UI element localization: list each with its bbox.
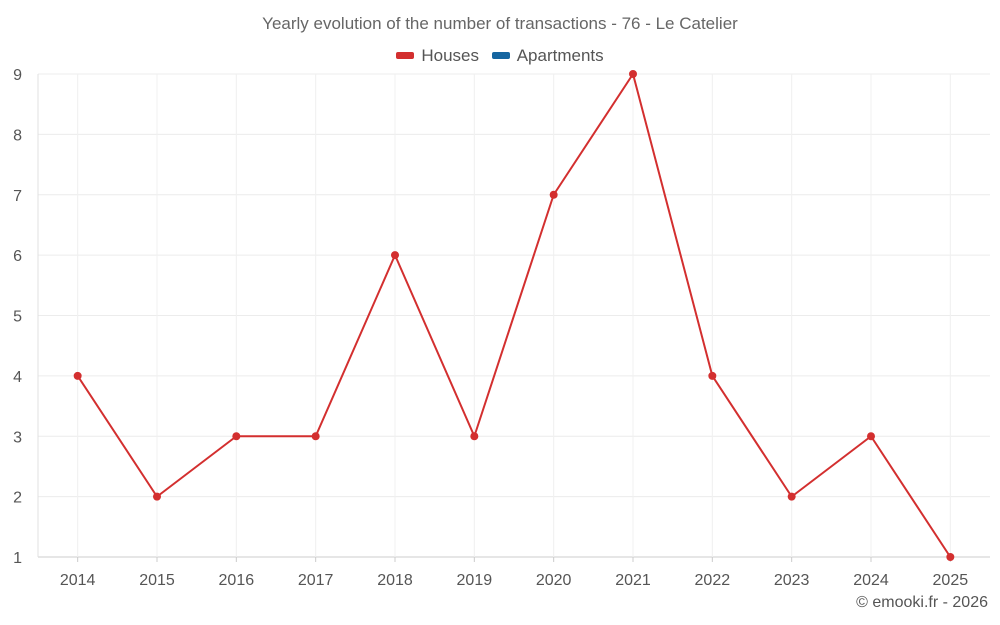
x-tick-labels: 2014 2015 2016 2017 2018 2019 2020 2021 2022 2023… bbox=[60, 572, 968, 589]
data-point-houses-2015 bbox=[153, 492, 161, 501]
legend-label-houses: Houses bbox=[421, 45, 479, 65]
credit-text: © emooki.fr - 2026 bbox=[856, 594, 988, 611]
y-tick-label-8: 8 bbox=[13, 127, 22, 144]
x-tick-label-2014: 2014 bbox=[60, 572, 96, 589]
y-tick-labels: 1 2 3 4 5 6 7 8 9 bbox=[13, 67, 22, 567]
x-tick-label-2023: 2023 bbox=[774, 572, 810, 589]
x-tick-label-2018: 2018 bbox=[377, 572, 413, 589]
series-line-houses bbox=[76, 73, 952, 558]
y-tick-label-7: 7 bbox=[13, 188, 22, 205]
y-tick-label-6: 6 bbox=[13, 248, 22, 265]
y-tick-label-3: 3 bbox=[13, 429, 22, 446]
x-tick-label-2020: 2020 bbox=[536, 572, 572, 589]
series-layer bbox=[73, 70, 955, 561]
x-tick-label-2022: 2022 bbox=[695, 572, 731, 589]
x-tick-label-2021: 2021 bbox=[615, 572, 651, 589]
y-tick-label-5: 5 bbox=[13, 309, 22, 326]
data-point-houses-2024 bbox=[867, 432, 875, 441]
legend-swatch-apartments bbox=[491, 52, 510, 59]
y-tick-label-1: 1 bbox=[13, 550, 22, 567]
legend-swatch-houses bbox=[396, 52, 415, 59]
x-tick-label-2017: 2017 bbox=[298, 572, 334, 589]
data-point-houses-2023 bbox=[787, 492, 796, 501]
data-point-houses-2016 bbox=[232, 432, 241, 441]
x-tick-label-2019: 2019 bbox=[457, 572, 493, 589]
chart-title: Yearly evolution of the number of transa… bbox=[262, 14, 738, 33]
data-point-houses-2021 bbox=[629, 70, 637, 78]
legend-label-apartments: Apartments bbox=[516, 45, 604, 65]
x-tick-label-2016: 2016 bbox=[219, 572, 255, 589]
axes bbox=[37, 74, 951, 562]
legend: Houses Apartments bbox=[0, 44, 1000, 66]
legend-item-apartments[interactable]: Apartments bbox=[491, 45, 604, 66]
data-point-houses-2014 bbox=[73, 371, 82, 380]
data-point-houses-2018 bbox=[391, 251, 399, 260]
y-tick-label-9: 9 bbox=[13, 67, 22, 84]
legend-item-houses[interactable]: Houses bbox=[396, 46, 479, 66]
y-tick-label-2: 2 bbox=[13, 490, 22, 507]
data-point-houses-2025 bbox=[946, 553, 955, 561]
data-point-houses-2017 bbox=[311, 432, 320, 441]
data-point-houses-2020 bbox=[549, 190, 558, 199]
data-point-houses-2022 bbox=[708, 371, 717, 380]
x-tick-label-2015: 2015 bbox=[139, 572, 175, 589]
y-tick-label-4: 4 bbox=[13, 369, 22, 386]
x-tick-label-2025: 2025 bbox=[933, 572, 969, 589]
data-point-houses-2019 bbox=[470, 432, 479, 441]
x-tick-label-2024: 2024 bbox=[853, 572, 889, 589]
